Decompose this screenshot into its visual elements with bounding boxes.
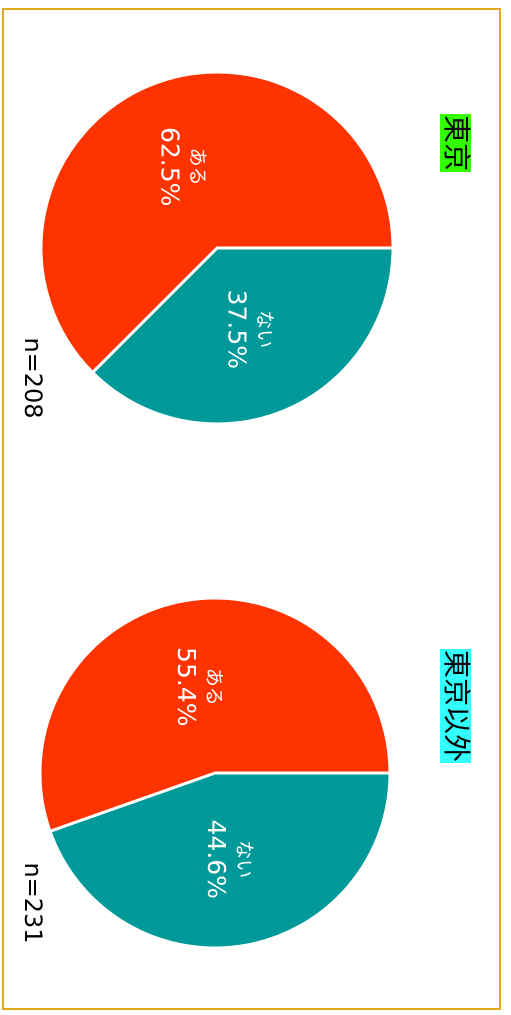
slice-label: ない44.6% [202, 820, 255, 899]
slice-label: ある62.5% [155, 127, 208, 206]
svg-text:東京以外: 東京以外 [440, 650, 473, 762]
pie-chart-1: ない37.5% ある62.5% 東京 n=208 [19, 70, 473, 426]
pie-slice-nai [90, 246, 395, 426]
slice-label: ない37.5% [223, 290, 276, 369]
sample-size-label: n=208 [19, 337, 47, 418]
pie-slice-nai [48, 771, 392, 950]
svg-text:東京: 東京 [440, 115, 473, 171]
chart-title: 東京以外 [440, 649, 473, 764]
sample-size-label: n=231 [19, 862, 47, 943]
pie-chart-2: ない44.6% ある55.4% 東京以外 n=231 [19, 596, 473, 950]
chart-title: 東京 [440, 114, 473, 173]
slice-label: ある55.4% [172, 647, 225, 726]
pie-slice-aru [39, 70, 395, 375]
pie-slice-aru [38, 596, 392, 834]
